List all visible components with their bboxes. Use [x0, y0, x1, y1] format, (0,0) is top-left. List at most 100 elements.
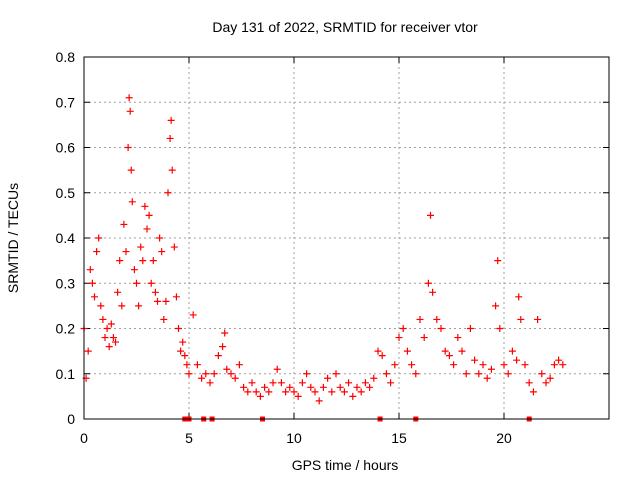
data-point	[494, 257, 502, 265]
data-point	[534, 315, 542, 323]
data-point	[513, 356, 521, 364]
data-point	[151, 288, 159, 296]
data-point	[462, 370, 470, 378]
plot-frame	[83, 56, 610, 420]
x-tick-label: 10	[286, 430, 302, 446]
data-point	[269, 379, 277, 387]
data-point	[170, 243, 178, 251]
y-tick-label: 0.3	[56, 275, 76, 291]
data-point	[340, 388, 348, 396]
data-point	[525, 379, 533, 387]
data-point	[164, 189, 172, 197]
data-point	[277, 379, 285, 387]
data-point	[126, 107, 134, 115]
data-point	[97, 302, 105, 310]
data-point	[546, 374, 554, 382]
data-point	[183, 361, 191, 369]
data-point	[454, 334, 462, 342]
data-point	[206, 379, 214, 387]
chart-title: Day 131 of 2022, SRMTID for receiver vto…	[212, 19, 478, 35]
data-point	[193, 361, 201, 369]
data-point	[487, 365, 495, 373]
data-point	[133, 279, 140, 287]
data-point	[378, 352, 386, 360]
data-point	[429, 288, 437, 296]
data-point	[256, 392, 264, 400]
data-points	[80, 94, 567, 422]
data-point	[319, 383, 327, 391]
y-tick-label: 0.8	[56, 49, 76, 65]
data-point	[374, 347, 382, 355]
data-point	[166, 134, 174, 142]
data-point	[370, 374, 378, 382]
data-point	[286, 383, 294, 391]
data-point	[235, 361, 243, 369]
data-point	[395, 334, 403, 342]
data-point	[149, 257, 157, 265]
data-point	[112, 338, 119, 346]
data-point	[162, 297, 170, 305]
x-tick-label: 0	[80, 430, 88, 446]
data-point	[412, 370, 420, 378]
data-point	[116, 257, 124, 265]
data-point	[427, 211, 434, 219]
data-point	[177, 347, 185, 355]
data-point	[475, 370, 483, 378]
data-point	[282, 388, 290, 396]
data-point	[345, 379, 353, 387]
data-point	[361, 379, 369, 387]
data-point	[298, 379, 306, 387]
data-point	[517, 315, 525, 323]
data-point	[349, 392, 357, 400]
data-point	[156, 234, 164, 242]
data-point	[550, 361, 558, 369]
data-point	[311, 388, 319, 396]
data-point	[109, 334, 117, 342]
data-point	[466, 325, 474, 332]
data-point	[387, 379, 395, 387]
data-point	[219, 343, 227, 351]
y-tick-label: 0.5	[56, 185, 76, 201]
data-point	[105, 343, 113, 351]
data-point	[107, 320, 115, 328]
data-point	[353, 383, 361, 391]
data-point	[391, 361, 399, 369]
data-point	[91, 293, 98, 301]
data-point	[508, 347, 516, 355]
data-point	[542, 379, 550, 387]
grid	[84, 57, 609, 419]
data-point	[416, 315, 424, 323]
data-point	[210, 370, 218, 378]
data-point	[248, 379, 256, 387]
data-point	[538, 370, 546, 378]
data-point	[88, 279, 96, 287]
data-point	[154, 297, 161, 305]
data-point	[261, 383, 269, 391]
data-point	[143, 225, 151, 233]
data-point	[496, 325, 504, 332]
data-point	[147, 279, 155, 287]
data-point	[366, 383, 374, 391]
data-point	[95, 234, 103, 242]
data-point	[441, 347, 449, 355]
data-point	[408, 361, 416, 369]
data-point	[130, 266, 138, 274]
data-point	[120, 220, 128, 228]
data-point	[128, 198, 136, 206]
data-point	[172, 293, 180, 301]
data-point	[555, 356, 563, 364]
data-point	[139, 257, 147, 265]
data-point	[223, 365, 231, 373]
data-point	[125, 94, 133, 102]
data-point	[141, 202, 149, 210]
data-point	[437, 325, 445, 332]
y-tick-label: 0	[67, 411, 75, 427]
data-point	[303, 370, 311, 378]
data-point	[479, 361, 487, 369]
data-point	[500, 361, 508, 369]
data-point	[198, 374, 206, 382]
x-axis-label: GPS time / hours	[292, 457, 399, 473]
data-point	[332, 370, 340, 378]
data-point	[240, 383, 248, 391]
